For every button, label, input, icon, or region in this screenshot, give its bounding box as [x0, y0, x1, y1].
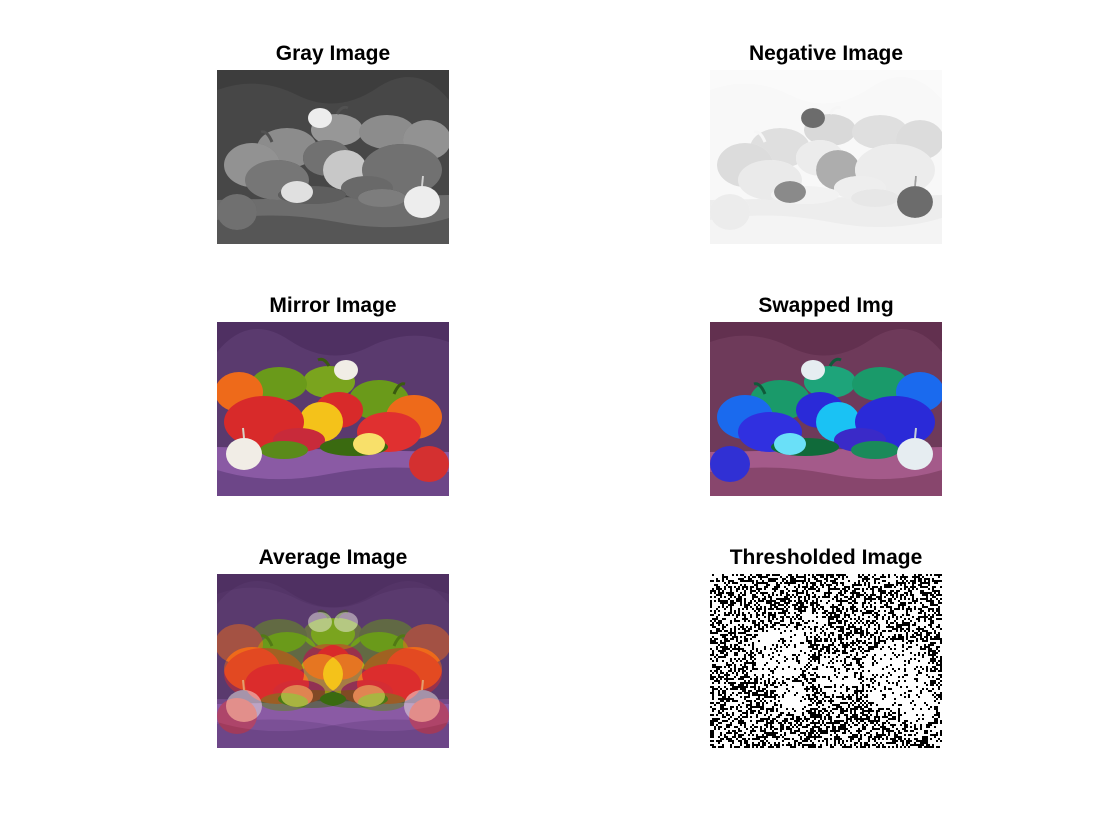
average-image [217, 574, 449, 748]
panel-title: Gray Image [275, 42, 391, 65]
swapped-image [710, 322, 942, 496]
panel-title: Thresholded Image [729, 546, 923, 569]
panel-title: Mirror Image [269, 294, 397, 317]
thresholded-image [710, 574, 942, 748]
negative-image [710, 70, 942, 244]
panel-title: Swapped Img [758, 294, 894, 317]
panel-title: Average Image [258, 546, 408, 569]
gray-image [217, 70, 449, 244]
mirror-image [217, 322, 449, 496]
panel-title: Negative Image [748, 42, 904, 65]
